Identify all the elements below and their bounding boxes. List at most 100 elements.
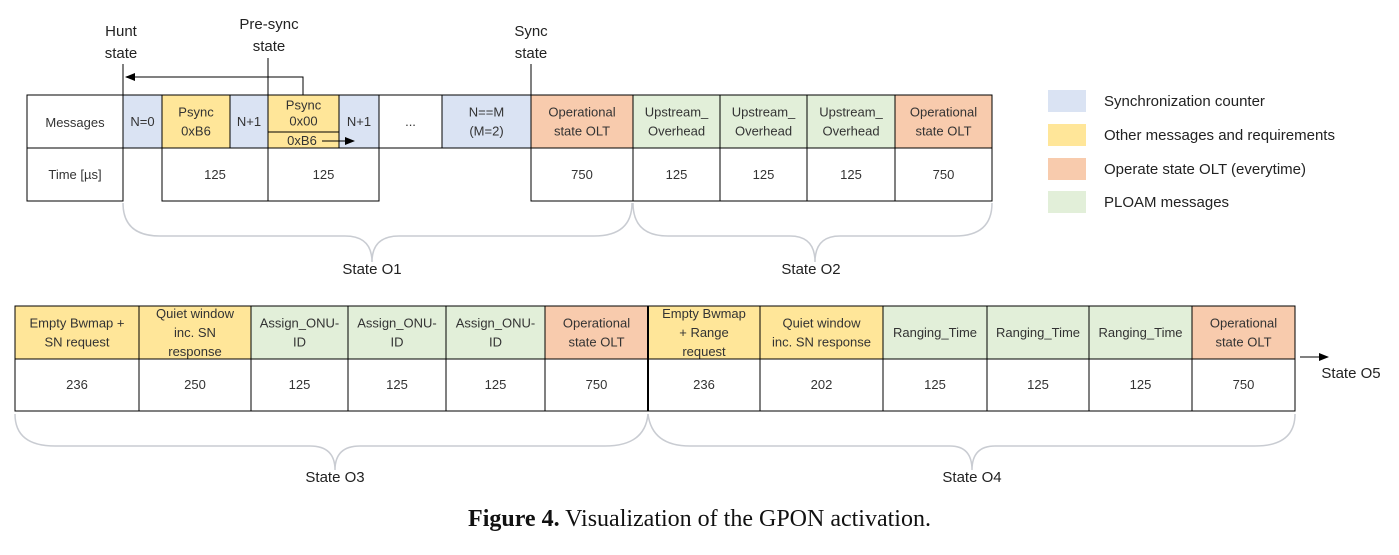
row2-table: Empty Bwmap + SN request 236 Quiet window in…: [14, 305, 1296, 412]
row2-message-cell: [347, 305, 447, 360]
row1-message-cell: [530, 94, 634, 149]
state-o1-label: State O1: [342, 261, 401, 278]
brace-state-o4: [647, 413, 1296, 471]
row1-time-value: 125: [840, 167, 862, 182]
row2-time-cell: [138, 358, 252, 412]
row2-message-text-line1: Operational: [1210, 316, 1277, 331]
row2-time-value: 236: [693, 377, 715, 392]
row1-time-value: 750: [933, 167, 955, 182]
row1-message-text-line2: Overhead: [822, 124, 879, 139]
figure-caption-prefix: Figure 4.: [468, 506, 560, 532]
row2-message-text-line1: Empty Bwmap +: [29, 316, 124, 331]
row2-message-text-line1: Quiet window: [782, 316, 861, 331]
state-o2-label: State O2: [781, 261, 840, 278]
row2-time-cell: [647, 358, 761, 412]
row2-message-text-line3: request: [682, 344, 726, 359]
row2-message-cell: [647, 305, 761, 360]
messages-header-cell: [26, 94, 124, 149]
row2-message-cell: [1088, 305, 1193, 360]
row1-message-text-line1: Upstream_: [819, 105, 883, 120]
row1-message-cell: [894, 94, 993, 149]
row2-message-text-line1: Quiet window: [156, 306, 235, 321]
row1-message-text-line2: Overhead: [648, 124, 705, 139]
row2-time-cell: [250, 358, 349, 412]
row2-message-text-line1: Assign_ONU-: [357, 316, 436, 331]
legend-label: Operate state OLT (everytime): [1104, 161, 1306, 178]
row1-message-text-line1: Upstream_: [732, 105, 796, 120]
row2-message-cell: [1191, 305, 1296, 360]
row2-time-cell: [14, 358, 140, 412]
state-o4-label: State O4: [942, 469, 1001, 486]
psync-sub-label: 0xB6: [287, 133, 317, 148]
row2-message-text-line2: inc. SN response: [772, 335, 871, 350]
row1-time-cell: [806, 147, 896, 202]
row2-time-value: 125: [924, 377, 946, 392]
row2-message-cell: [759, 305, 884, 360]
row1-time-cell: [267, 147, 380, 202]
row1-message-text-line2: state OLT: [554, 124, 610, 139]
row2-message-text-line2: ID: [293, 335, 306, 350]
sync-state-label-line2: state: [515, 45, 548, 62]
row1-message-text-line2: 0xB6: [181, 124, 211, 139]
row2-time-value: 750: [1233, 377, 1255, 392]
row1-message-cell: [632, 94, 721, 149]
row1-message-cell: [806, 94, 896, 149]
row2-message-text-line3: response: [168, 344, 221, 359]
row2-message-cell: [14, 305, 140, 360]
legend-swatch-olt: [1048, 158, 1086, 180]
presync-state-label-line2: state: [253, 38, 286, 55]
gpon-activation-diagram: Hunt state Pre-sync state Sync state Mes…: [14, 16, 1381, 486]
state-o3-label: State O3: [305, 469, 364, 486]
time-header-label: Time [µs]: [48, 167, 101, 182]
row2-time-value: 750: [586, 377, 608, 392]
row2-time-value: 125: [485, 377, 507, 392]
legend-swatch-sync: [1048, 90, 1086, 112]
row2-time-value: 202: [811, 377, 833, 392]
sync-state-label-line1: Sync: [514, 23, 548, 40]
row2-message-cell: [544, 305, 649, 360]
row1-time-value: 125: [753, 167, 775, 182]
row1-message-text-line1: Upstream_: [645, 105, 709, 120]
row2-message-cell: [882, 305, 988, 360]
row1-message-text-line2: (M=2): [469, 124, 503, 139]
row2-message-text-line1: Assign_ONU-: [260, 316, 339, 331]
row1-message-text-line1: Operational: [910, 105, 977, 120]
row1-time-value: 750: [571, 167, 593, 182]
hunt-state-label-line1: Hunt: [105, 23, 138, 40]
row1-message-cell: [122, 94, 163, 149]
legend-label: Other messages and requirements: [1104, 127, 1335, 144]
figure-caption-text: Visualization of the GPON activation.: [559, 506, 931, 532]
row2-message-text-line2: ID: [391, 335, 404, 350]
row1-message-text-line2: Overhead: [735, 124, 792, 139]
row1-time-cell: [894, 147, 993, 202]
hunt-return-arrow: [125, 73, 304, 95]
row2-message-cell: [986, 305, 1090, 360]
row2-time-cell: [1191, 358, 1296, 412]
legend: Synchronization counter Other messages an…: [1048, 90, 1335, 213]
row1-message-text-line1: Operational: [548, 105, 615, 120]
legend-label: PLOAM messages: [1104, 194, 1229, 211]
state-o5-label: State O5: [1321, 365, 1380, 382]
row1-message-text-line2: 0x00: [289, 114, 317, 129]
row2-message-text-line1: Empty Bwmap: [662, 306, 746, 321]
row2-message-text-line2: ID: [489, 335, 502, 350]
row2-message-text-line2: state OLT: [1215, 335, 1271, 350]
row2-time-cell: [544, 358, 649, 412]
presync-state-label-line1: Pre-sync: [239, 16, 299, 33]
row1-message-cell: [161, 94, 231, 149]
row2-time-cell: [347, 358, 447, 412]
legend-swatch-ploam: [1048, 191, 1086, 213]
row2-time-cell: [759, 358, 884, 412]
row2-time-cell: [882, 358, 988, 412]
row2-time-value: 250: [184, 377, 206, 392]
row2-time-value: 125: [386, 377, 408, 392]
messages-header-label: Messages: [45, 115, 105, 130]
row1-message-text-line1: N+1: [347, 114, 371, 129]
row2-message-text-line2: + Range: [679, 325, 729, 340]
row2-time-cell: [1088, 358, 1193, 412]
figure-caption: Figure 4. Visualization of the GPON acti…: [0, 506, 1399, 533]
row1-message-text-line1: Psync: [286, 98, 322, 113]
row1-message-text-line2: state OLT: [915, 124, 971, 139]
row1-time-value: 125: [666, 167, 688, 182]
row2-time-value: 125: [289, 377, 311, 392]
